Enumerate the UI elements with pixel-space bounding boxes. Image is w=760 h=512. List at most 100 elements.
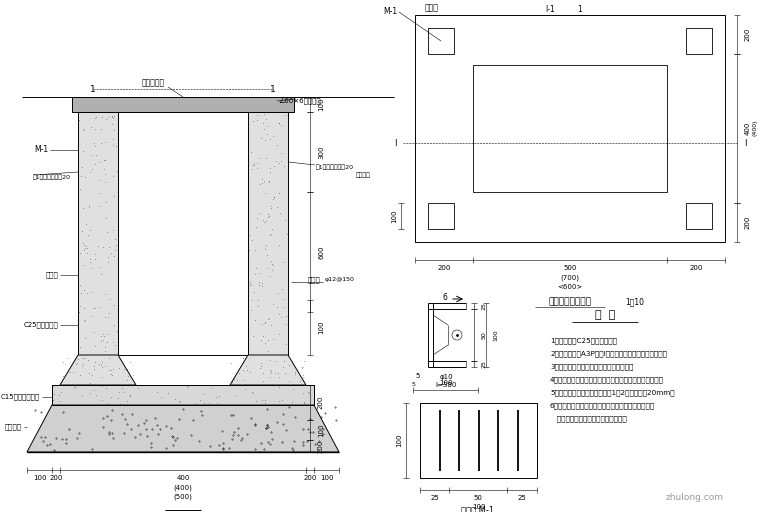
Point: [169, 395, 181, 403]
Point: [77, 147, 89, 155]
Point: [78, 246, 90, 254]
Point: [97, 335, 109, 344]
Point: [84, 255, 96, 263]
Point: [259, 154, 271, 162]
Point: [90, 391, 102, 399]
Point: [105, 370, 117, 378]
Point: [53, 391, 65, 399]
Text: 1: 1: [270, 84, 276, 94]
Point: [279, 369, 291, 377]
Point: [283, 361, 296, 369]
Point: [289, 370, 301, 378]
Point: [214, 392, 226, 400]
Text: 100: 100: [439, 380, 452, 386]
Point: [118, 365, 130, 373]
Text: I-1: I-1: [545, 5, 555, 13]
Point: [261, 209, 274, 218]
Point: [93, 303, 106, 311]
Point: [247, 116, 259, 124]
Point: [122, 372, 134, 380]
Point: [264, 257, 277, 265]
Point: [261, 130, 273, 138]
Point: [100, 398, 112, 407]
Point: [75, 227, 87, 235]
Point: [230, 376, 242, 384]
Point: [84, 259, 96, 267]
Text: 300: 300: [318, 145, 324, 159]
Point: [99, 343, 111, 351]
Text: 户外分量箱: 户外分量箱: [141, 78, 165, 88]
Point: [93, 360, 105, 368]
Point: [97, 113, 109, 121]
Point: [109, 341, 121, 349]
Point: [119, 388, 131, 396]
Text: 100: 100: [318, 98, 324, 111]
Text: 200: 200: [49, 475, 62, 481]
Text: 1: 1: [578, 5, 582, 13]
Text: 100: 100: [318, 321, 324, 334]
Point: [100, 384, 112, 392]
Point: [87, 304, 99, 312]
Point: [259, 339, 271, 347]
Point: [264, 168, 276, 176]
Point: [274, 209, 287, 217]
Point: [47, 390, 59, 398]
Point: [277, 294, 290, 303]
Point: [296, 389, 309, 397]
Point: [296, 363, 309, 371]
Point: [101, 228, 113, 236]
Point: [73, 308, 85, 316]
Point: [102, 113, 114, 121]
Point: [105, 366, 117, 374]
Point: [262, 121, 274, 130]
Point: [274, 383, 286, 391]
Point: [116, 384, 128, 392]
Point: [106, 371, 119, 379]
Point: [189, 399, 201, 407]
Text: 25: 25: [430, 495, 439, 501]
Point: [95, 337, 107, 346]
Point: [154, 393, 166, 401]
Point: [269, 357, 281, 365]
Point: [248, 161, 260, 169]
Point: [85, 123, 97, 132]
Point: [101, 258, 113, 266]
Text: φ12@150: φ12@150: [325, 278, 355, 283]
Text: I: I: [744, 139, 746, 147]
Point: [108, 321, 120, 329]
Point: [73, 116, 85, 124]
Point: [228, 375, 240, 383]
Point: [93, 189, 105, 197]
Point: [78, 125, 90, 133]
Text: 400: 400: [745, 122, 751, 135]
Point: [76, 391, 88, 399]
Point: [243, 246, 255, 254]
Point: [105, 249, 117, 257]
Point: [59, 360, 71, 368]
Text: 500: 500: [563, 265, 577, 271]
Point: [100, 169, 112, 178]
Point: [265, 266, 277, 274]
Point: [241, 366, 253, 374]
Point: [245, 282, 257, 290]
Point: [174, 397, 186, 405]
Text: 6: 6: [442, 293, 448, 303]
Point: [249, 270, 261, 278]
Point: [106, 338, 119, 346]
Point: [103, 354, 116, 362]
Point: [264, 355, 276, 364]
Point: [99, 156, 111, 164]
Text: ∠60×6大量四周: ∠60×6大量四周: [278, 98, 321, 104]
Point: [255, 359, 268, 367]
Point: [78, 173, 90, 181]
Text: 注1：水泥砂浆厚20: 注1：水泥砂浆厚20: [33, 174, 71, 180]
Point: [99, 312, 111, 321]
Point: [251, 112, 263, 120]
Point: [83, 203, 95, 211]
Text: 100: 100: [318, 423, 324, 437]
Point: [259, 396, 271, 404]
Point: [268, 300, 280, 308]
Text: 100: 100: [472, 504, 485, 510]
Point: [85, 152, 97, 160]
Point: [252, 214, 264, 222]
